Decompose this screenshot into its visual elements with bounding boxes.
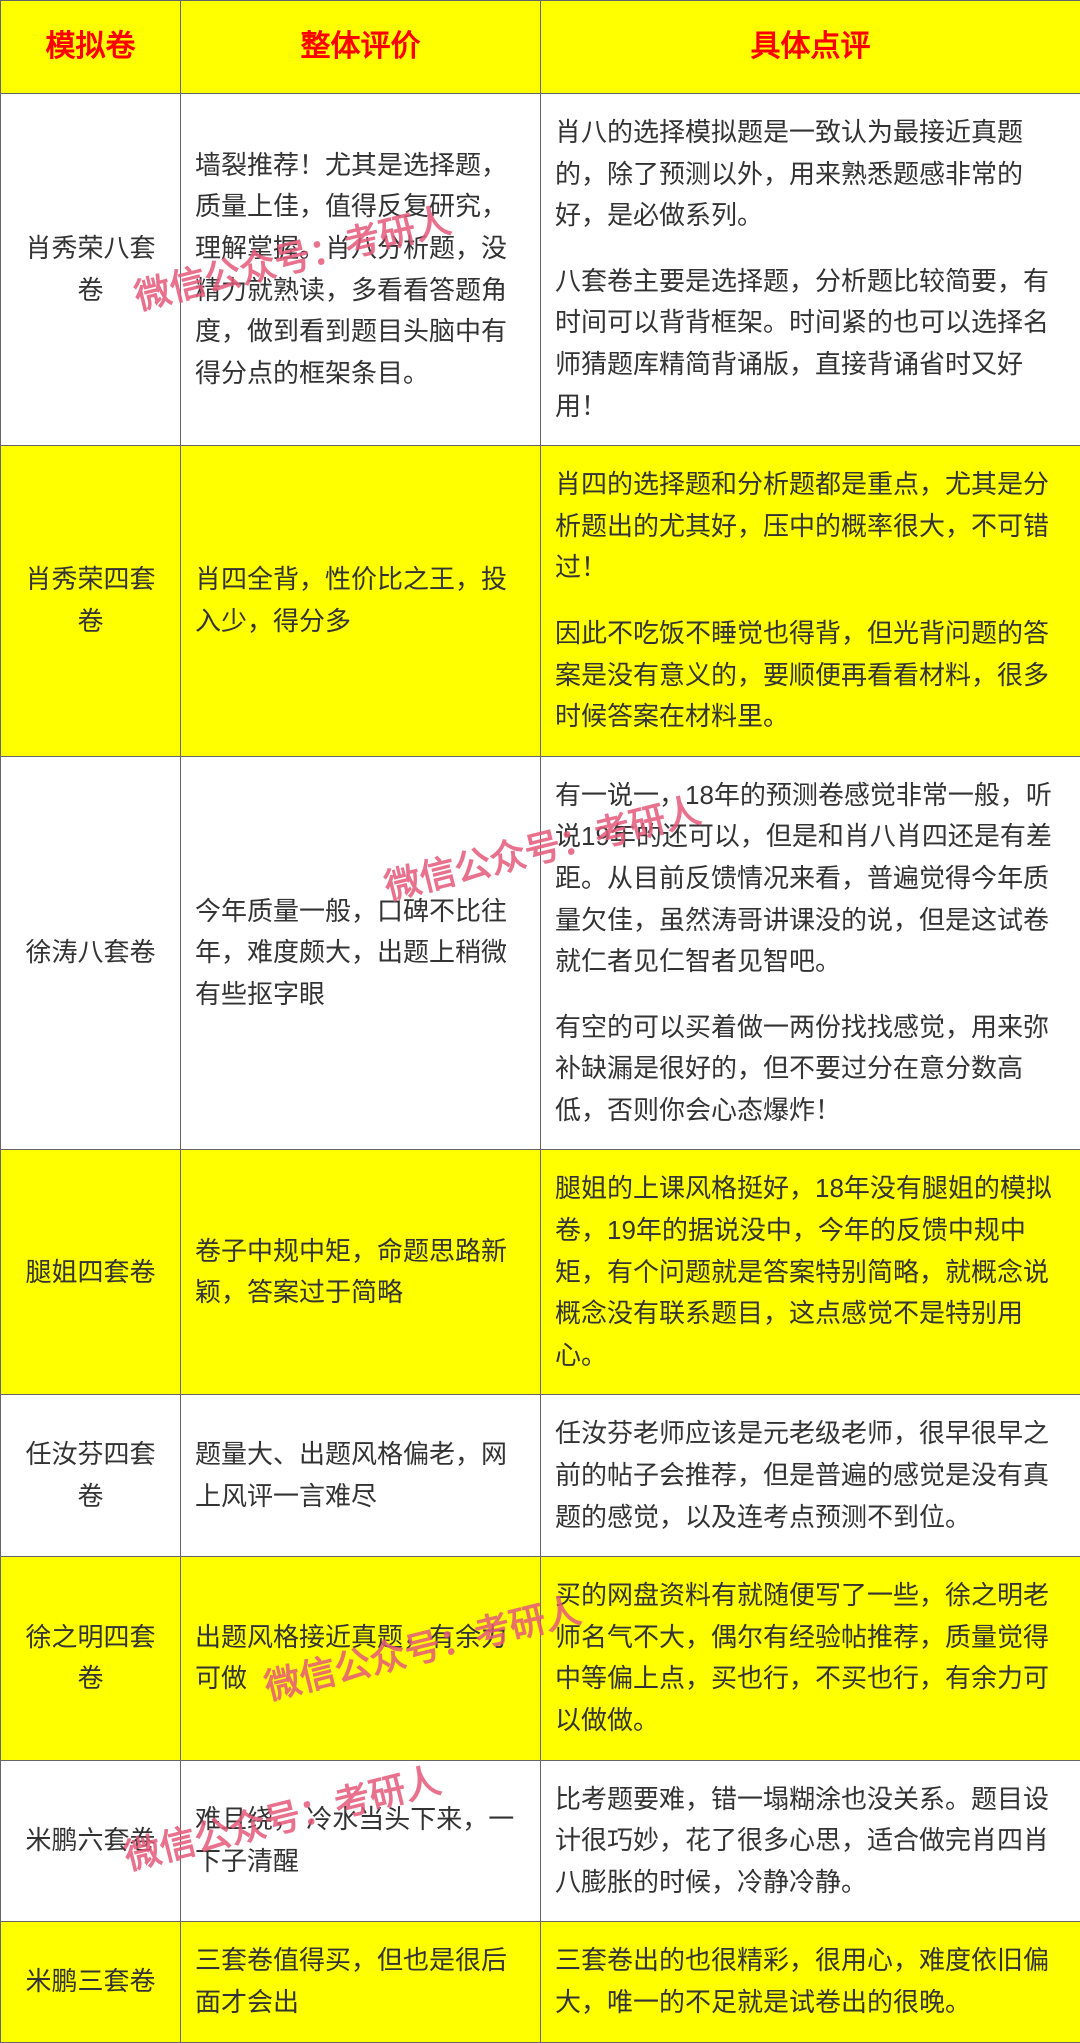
table-row: 肖秀荣四套卷肖四全背，性价比之王，投入少，得分多肖四的选择题和分析题都是重点，尤…	[1, 446, 1080, 757]
cell-detail: 肖八的选择模拟题是一致认为最接近真题的，除了预测以外，用来熟悉题感非常的好，是必…	[541, 94, 1080, 446]
header-row: 模拟卷 整体评价 具体点评	[1, 1, 1080, 94]
cell-detail: 买的网盘资料有就随便写了一些，徐之明老师名气不大，偶尔有经验帖推荐，质量觉得中等…	[541, 1557, 1080, 1760]
cell-name: 腿姐四套卷	[1, 1150, 181, 1395]
table-header: 模拟卷 整体评价 具体点评	[1, 1, 1080, 94]
cell-detail: 比考题要难，错一塌糊涂也没关系。题目设计很巧妙，花了很多心思，适合做完肖四肖八膨…	[541, 1760, 1080, 1922]
header-col-name: 模拟卷	[1, 1, 181, 94]
table-body: 肖秀荣八套卷墙裂推荐！尤其是选择题，质量上佳，值得反复研究，理解掌握。肖八分析题…	[1, 94, 1080, 2043]
cell-name: 肖秀荣八套卷	[1, 94, 181, 446]
cell-detail: 任汝芬老师应该是元老级老师，很早很早之前的帖子会推荐，但是普遍的感觉是没有真题的…	[541, 1395, 1080, 1557]
table-row: 徐涛八套卷今年质量一般，口碑不比往年，难度颇大，出题上稍微有些抠字眼有一说一，1…	[1, 756, 1080, 1150]
cell-name: 米鹏三套卷	[1, 1922, 181, 2042]
table-row: 任汝芬四套卷题量大、出题风格偏老，网上风评一言难尽任汝芬老师应该是元老级老师，很…	[1, 1395, 1080, 1557]
cell-eval: 出题风格接近真题，有余力可做	[181, 1557, 541, 1760]
cell-eval: 题量大、出题风格偏老，网上风评一言难尽	[181, 1395, 541, 1557]
cell-eval: 三套卷值得买，但也是很后面才会出	[181, 1922, 541, 2042]
table-row: 腿姐四套卷卷子中规中矩，命题思路新颖，答案过于简略腿姐的上课风格挺好，18年没有…	[1, 1150, 1080, 1395]
cell-detail: 肖四的选择题和分析题都是重点，尤其是分析题出的尤其好，压中的概率很大，不可错过！…	[541, 446, 1080, 757]
table-container: 模拟卷 整体评价 具体点评 肖秀荣八套卷墙裂推荐！尤其是选择题，质量上佳，值得反…	[0, 0, 1080, 2043]
cell-name: 任汝芬四套卷	[1, 1395, 181, 1557]
cell-eval: 肖四全背，性价比之王，投入少，得分多	[181, 446, 541, 757]
table-row: 徐之明四套卷出题风格接近真题，有余力可做买的网盘资料有就随便写了一些，徐之明老师…	[1, 1557, 1080, 1760]
cell-detail: 腿姐的上课风格挺好，18年没有腿姐的模拟卷，19年的据说没中，今年的反馈中规中矩…	[541, 1150, 1080, 1395]
cell-name: 徐之明四套卷	[1, 1557, 181, 1760]
cell-detail: 有一说一，18年的预测卷感觉非常一般，听说19年的还可以，但是和肖八肖四还是有差…	[541, 756, 1080, 1150]
table-row: 米鹏六套卷难且绕， 冷水当头下来，一下子清醒比考题要难，错一塌糊涂也没关系。题目…	[1, 1760, 1080, 1922]
cell-detail: 三套卷出的也很精彩，很用心，难度依旧偏大，唯一的不足就是试卷出的很晚。	[541, 1922, 1080, 2042]
cell-name: 肖秀荣四套卷	[1, 446, 181, 757]
header-col-eval: 整体评价	[181, 1, 541, 94]
cell-eval: 墙裂推荐！尤其是选择题，质量上佳，值得反复研究，理解掌握。肖八分析题，没精力就熟…	[181, 94, 541, 446]
cell-eval: 今年质量一般，口碑不比往年，难度颇大，出题上稍微有些抠字眼	[181, 756, 541, 1150]
cell-name: 徐涛八套卷	[1, 756, 181, 1150]
table-row: 肖秀荣八套卷墙裂推荐！尤其是选择题，质量上佳，值得反复研究，理解掌握。肖八分析题…	[1, 94, 1080, 446]
review-table: 模拟卷 整体评价 具体点评 肖秀荣八套卷墙裂推荐！尤其是选择题，质量上佳，值得反…	[0, 0, 1080, 2043]
cell-name: 米鹏六套卷	[1, 1760, 181, 1922]
header-col-detail: 具体点评	[541, 1, 1080, 94]
cell-eval: 卷子中规中矩，命题思路新颖，答案过于简略	[181, 1150, 541, 1395]
table-row: 米鹏三套卷三套卷值得买，但也是很后面才会出三套卷出的也很精彩，很用心，难度依旧偏…	[1, 1922, 1080, 2042]
cell-eval: 难且绕， 冷水当头下来，一下子清醒	[181, 1760, 541, 1922]
